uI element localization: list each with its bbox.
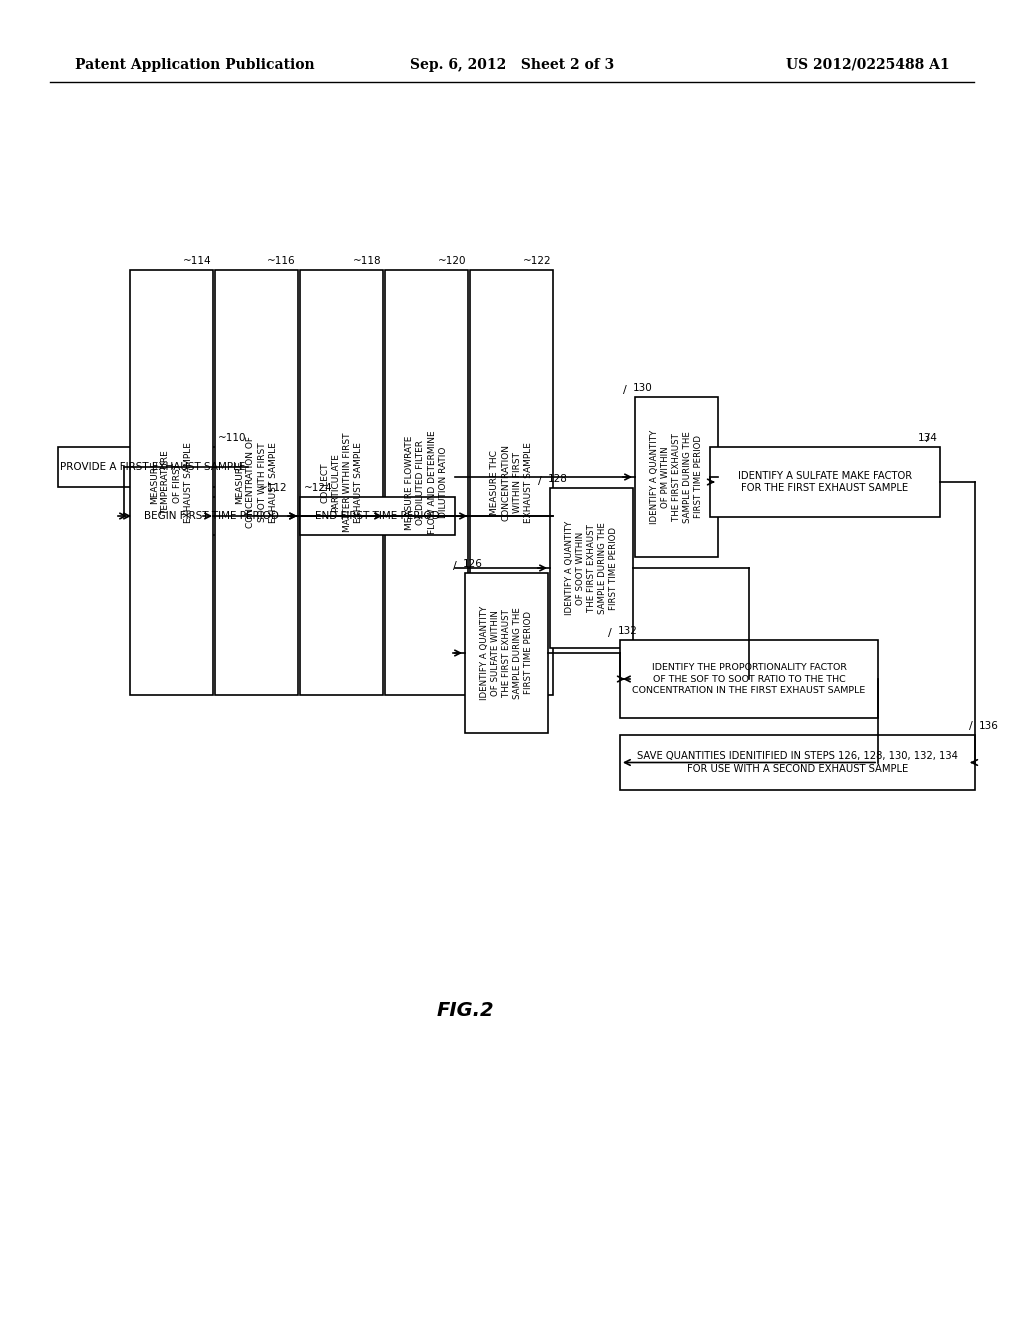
Text: IDENTIFY A QUANTITY
OF SOOT WITHIN
THE FIRST EXHAUST
SAMPLE DURING THE
FIRST TIM: IDENTIFY A QUANTITY OF SOOT WITHIN THE F… [565,521,618,615]
Text: BEGIN FIRST TIME PERIOD: BEGIN FIRST TIME PERIOD [144,511,279,521]
Bar [385,271,468,696]
Text: SAVE QUANTITIES IDENITIFIED IN STEPS 126, 128, 130, 132, 134
FOR USE WITH A SECO: SAVE QUANTITIES IDENITIFIED IN STEPS 126… [637,751,957,774]
Text: FIG.2: FIG.2 [436,1001,494,1019]
Text: 130: 130 [633,383,652,393]
Text: PROVIDE A FIRST EXHAUST SAMPLE: PROVIDE A FIRST EXHAUST SAMPLE [60,462,246,473]
Text: IDENTIFY THE PROPORTIONALITY FACTOR
OF THE SOF TO SOOT RATIO TO THE THC
CONCENTR: IDENTIFY THE PROPORTIONALITY FACTOR OF T… [633,664,865,694]
Text: /: / [539,477,542,486]
Text: COLLECT
PARTICULATE
MATTER WITHIN FIRST
EXHAUST SAMPLE: COLLECT PARTICULATE MATTER WITHIN FIRST … [321,433,362,532]
Text: MEASURE THC
CONCENTRATION
WITHIN FIRST
EXHAUST SAMPLE: MEASURE THC CONCENTRATION WITHIN FIRST E… [490,442,532,523]
Text: ~120: ~120 [437,256,466,267]
Text: ~124: ~124 [304,483,333,492]
Text: IDENTIFY A SULFATE MAKE FACTOR
FOR THE FIRST EXHAUST SAMPLE: IDENTIFY A SULFATE MAKE FACTOR FOR THE F… [738,471,912,494]
Bar [215,271,298,696]
Bar [130,271,213,696]
Bar [635,397,718,557]
Bar [300,271,383,696]
Text: ~122: ~122 [522,256,551,267]
Text: /: / [454,561,457,572]
Text: US 2012/0225488 A1: US 2012/0225488 A1 [786,58,950,73]
Text: /: / [927,433,930,444]
Bar [710,447,940,517]
Text: 128: 128 [548,474,568,484]
Text: Patent Application Publication: Patent Application Publication [75,58,314,73]
Text: ~118: ~118 [352,256,381,267]
Text: 134: 134 [919,433,938,444]
Bar [620,735,975,789]
Text: END FIRST TIME PERIOD: END FIRST TIME PERIOD [315,511,440,521]
Text: /: / [608,628,612,638]
Text: ~112: ~112 [258,483,287,492]
Text: MEASURE
CONCENTRATION OF
SOOT WITH FIRST
EXHAUST SAMPLE: MEASURE CONCENTRATION OF SOOT WITH FIRST… [236,437,278,528]
Bar [470,271,553,696]
Bar [58,447,248,487]
Text: ~116: ~116 [267,256,296,267]
Text: IDENTIFY A QUANTITY
OF PM WITHIN
THE FIRST EXHAUST
SAMPLE DURING THE
FIRST TIME : IDENTIFY A QUANTITY OF PM WITHIN THE FIR… [650,430,703,524]
Bar [620,640,878,718]
Bar [134,498,289,535]
Bar [300,498,455,535]
Text: /: / [970,721,973,731]
Text: 126: 126 [463,558,483,569]
Text: Sep. 6, 2012   Sheet 2 of 3: Sep. 6, 2012 Sheet 2 of 3 [410,58,614,73]
Text: IDENTIFY A QUANTITY
OF SULFATE WITHIN
THE FIRST EXHAUST
SAMPLE DURING THE
FIRST : IDENTIFY A QUANTITY OF SULFATE WITHIN TH… [480,606,534,700]
Text: 136: 136 [979,721,998,731]
Text: ~110: ~110 [217,433,246,444]
Bar [550,488,633,648]
Bar [465,573,548,733]
Text: 132: 132 [618,626,638,636]
Text: MEASURE FLOWRATE
OF DILUTED FILTER
FLOW AND DETERMINE
DILUTION RATIO: MEASURE FLOWRATE OF DILUTED FILTER FLOW … [406,430,447,535]
Text: ~114: ~114 [182,256,211,267]
Text: /: / [624,385,627,395]
Text: MEASURE
TEMPERATURE
OF FIRST
EXHAUST SAMPLE: MEASURE TEMPERATURE OF FIRST EXHAUST SAM… [151,442,193,523]
